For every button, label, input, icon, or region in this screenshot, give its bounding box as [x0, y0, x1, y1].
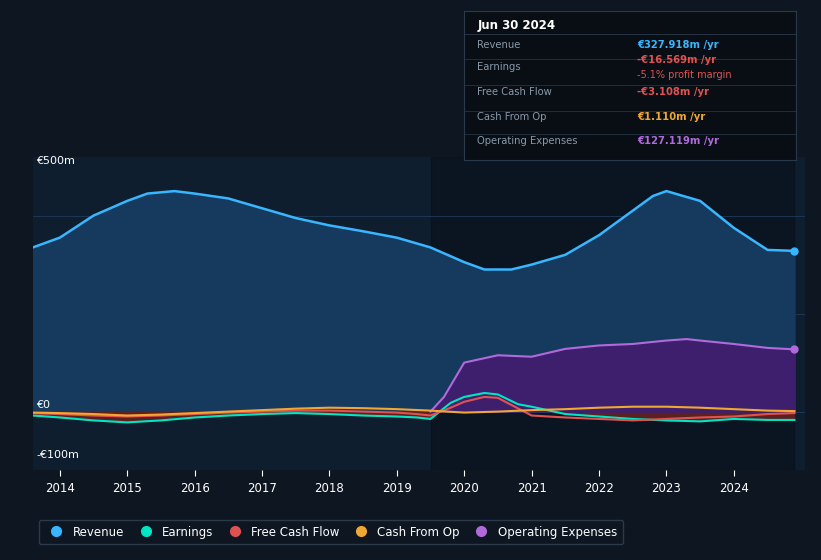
Text: €1.110m /yr: €1.110m /yr	[637, 111, 705, 122]
Text: -€3.108m /yr: -€3.108m /yr	[637, 87, 709, 97]
Text: -€100m: -€100m	[36, 450, 79, 460]
Text: Cash From Op: Cash From Op	[477, 111, 547, 122]
Text: -€16.569m /yr: -€16.569m /yr	[637, 55, 716, 65]
Text: €327.918m /yr: €327.918m /yr	[637, 40, 718, 50]
Text: €127.119m /yr: €127.119m /yr	[637, 136, 718, 146]
Text: Earnings: Earnings	[477, 62, 521, 72]
Text: Operating Expenses: Operating Expenses	[477, 136, 578, 146]
Bar	[430, 157, 795, 470]
Text: €500m: €500m	[36, 156, 75, 166]
Text: Revenue: Revenue	[477, 40, 521, 50]
Legend: Revenue, Earnings, Free Cash Flow, Cash From Op, Operating Expenses: Revenue, Earnings, Free Cash Flow, Cash …	[39, 520, 623, 544]
Text: €0: €0	[36, 400, 50, 410]
Text: Jun 30 2024: Jun 30 2024	[477, 18, 555, 31]
Text: Free Cash Flow: Free Cash Flow	[477, 87, 552, 97]
Text: -5.1% profit margin: -5.1% profit margin	[637, 70, 732, 80]
